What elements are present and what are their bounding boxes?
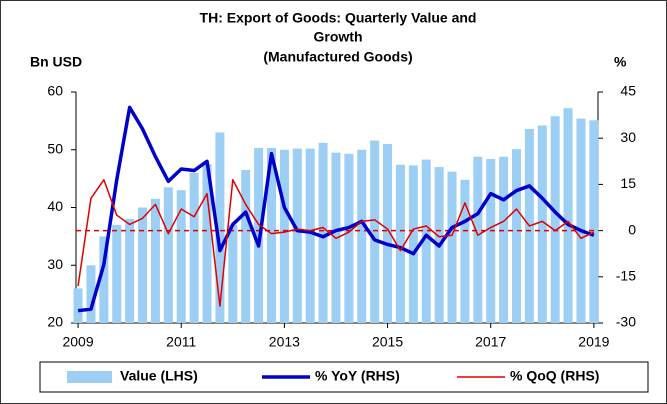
bar bbox=[357, 149, 367, 323]
bar bbox=[447, 171, 457, 323]
x-tick-label: 2011 bbox=[166, 334, 196, 350]
bar bbox=[486, 158, 496, 323]
x-tick-label: 2013 bbox=[269, 334, 300, 350]
bar bbox=[202, 164, 212, 323]
y-tick-label: 20 bbox=[47, 314, 63, 330]
chart-title: Growth bbox=[314, 29, 363, 45]
y-tick-label: 60 bbox=[47, 83, 63, 99]
y-axis-label: Bn USD bbox=[30, 54, 82, 70]
legend-label: % QoQ (RHS) bbox=[510, 368, 599, 384]
line-series bbox=[77, 105, 595, 313]
bar bbox=[189, 172, 199, 323]
x-tick-label: 2017 bbox=[475, 334, 506, 350]
y2-tick-label: -15 bbox=[616, 268, 636, 284]
bar bbox=[421, 159, 431, 323]
bar bbox=[150, 198, 160, 323]
bar bbox=[279, 149, 289, 323]
y-tick-label: 30 bbox=[47, 256, 63, 272]
bar bbox=[563, 108, 573, 323]
bar bbox=[99, 236, 109, 323]
legend-swatch bbox=[67, 371, 112, 383]
bar bbox=[576, 118, 586, 323]
legend-label: % YoY (RHS) bbox=[315, 368, 400, 384]
bar bbox=[589, 120, 599, 323]
bar bbox=[138, 207, 148, 323]
chart-title: TH: Export of Goods: Quarterly Value and bbox=[200, 10, 477, 26]
y2-tick-label: 45 bbox=[620, 83, 636, 99]
y2-tick-label: 0 bbox=[628, 221, 636, 237]
bar bbox=[370, 140, 380, 323]
bar bbox=[215, 132, 225, 323]
bar bbox=[73, 288, 83, 323]
bar bbox=[163, 187, 173, 323]
bar bbox=[395, 164, 405, 323]
bar bbox=[499, 156, 509, 323]
bar bbox=[305, 148, 315, 323]
bar bbox=[344, 153, 354, 323]
bar bbox=[266, 148, 277, 323]
bar bbox=[228, 224, 238, 323]
bar bbox=[112, 224, 122, 323]
x-tick-label: 2019 bbox=[578, 334, 609, 350]
legend-box bbox=[39, 361, 649, 393]
bar bbox=[537, 125, 547, 324]
bar bbox=[318, 142, 328, 323]
bar bbox=[460, 179, 470, 323]
y2-tick-label: -30 bbox=[616, 314, 636, 330]
bar bbox=[241, 169, 251, 323]
chart-title: (Manufactured Goods) bbox=[263, 49, 412, 65]
x-tick-label: 2009 bbox=[62, 334, 93, 350]
bar bbox=[86, 265, 96, 323]
y2-tick-label: 30 bbox=[620, 129, 636, 145]
bar bbox=[292, 148, 302, 323]
bar bbox=[473, 156, 483, 323]
legend-label: Value (LHS) bbox=[120, 368, 198, 384]
y2-axis-label: % bbox=[614, 54, 627, 70]
x-tick-label: 2015 bbox=[372, 334, 403, 350]
y-tick-label: 40 bbox=[47, 198, 63, 214]
bar bbox=[408, 165, 418, 323]
bar bbox=[125, 219, 135, 323]
bar bbox=[383, 143, 393, 323]
bar bbox=[511, 149, 522, 323]
bar bbox=[550, 116, 560, 323]
bar bbox=[176, 190, 186, 323]
y-tick-label: 50 bbox=[47, 140, 63, 156]
line-series bbox=[77, 179, 595, 307]
y2-tick-label: 15 bbox=[620, 175, 636, 191]
